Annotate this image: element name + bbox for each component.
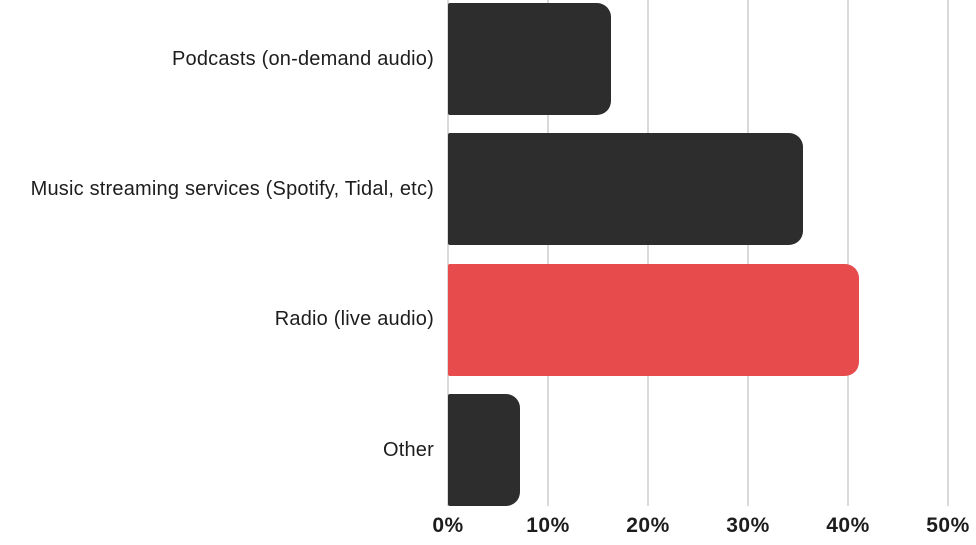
x-tick-label: 50% (926, 514, 970, 537)
x-tick-label: 0% (432, 514, 464, 537)
gridline (447, 0, 449, 506)
chart-bar (448, 263, 859, 376)
gridline (547, 0, 549, 506)
category-label: Other (382, 438, 434, 461)
x-tick-label: 10% (526, 514, 570, 537)
gridline (947, 0, 949, 506)
category-label: Radio (live audio) (274, 308, 434, 331)
gridline (647, 0, 649, 506)
category-label: Music streaming services (Spotify, Tidal… (30, 177, 434, 200)
x-tick-label: 20% (626, 514, 670, 537)
category-label: Podcasts (on-demand audio) (171, 47, 434, 70)
gridline (847, 0, 849, 506)
gridline (747, 0, 749, 506)
x-tick-label: 40% (826, 514, 870, 537)
chart-bar (448, 133, 803, 246)
chart-bar (448, 3, 611, 115)
chart-bar (448, 394, 520, 507)
x-tick-label: 30% (726, 514, 770, 537)
x-axis: 0% 10% 20% 30% 40% 50% (0, 510, 976, 545)
